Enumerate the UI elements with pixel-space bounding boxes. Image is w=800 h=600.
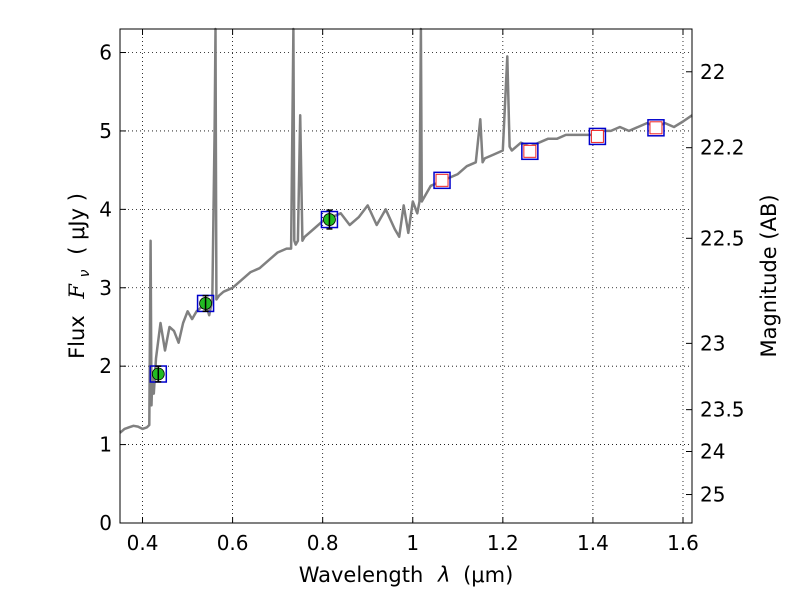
y-axis-label: Flux F ν ( μJy ) (65, 193, 94, 359)
x-axis-symbol: λ (437, 563, 450, 587)
upper-limit-box (591, 130, 603, 142)
y-axis-unit: ( μJy ) (65, 193, 89, 255)
y-tick-label: 2 (99, 354, 112, 378)
y-tick-label: 0 (99, 511, 112, 535)
y-tick-label: 5 (99, 119, 112, 143)
y-tick-label: 6 (99, 41, 112, 65)
upper-limit-box (650, 122, 662, 134)
y-tick-label: 3 (99, 276, 112, 300)
x-tick-label: 1.6 (667, 531, 699, 555)
right-tick-label: 23.5 (700, 398, 745, 422)
x-tick-label: 1.2 (487, 531, 519, 555)
right-tick-label: 22.5 (700, 226, 745, 250)
plot-frame (120, 29, 692, 523)
right-tick-label: 22 (700, 60, 725, 84)
right-tick-label: 23 (700, 331, 725, 355)
upper-limit-box (524, 145, 536, 157)
y-axis-symbol: F (65, 283, 89, 300)
upper-limit-box (436, 174, 448, 186)
grid-layer (120, 29, 692, 523)
series-layer (120, 29, 692, 433)
x-tick-label: 1 (406, 531, 419, 555)
y-tick-label: 4 (99, 197, 112, 221)
right-tick-label: 25 (700, 483, 725, 507)
x-tick-label: 0.6 (217, 531, 249, 555)
x-tick-label: 1.4 (577, 531, 609, 555)
x-axis-unit: (μm) (463, 563, 513, 587)
x-tick-label: 0.8 (307, 531, 339, 555)
right-axis-label: Magnitude (AB) (757, 194, 781, 357)
x-tick-label: 0.4 (127, 531, 159, 555)
spectrum-line (120, 29, 692, 433)
y-tick-label: 1 (99, 433, 112, 457)
points-layer (150, 120, 664, 382)
y-axis-label-text: Flux (65, 315, 89, 359)
y-axis-subscript: ν (77, 269, 93, 277)
right-tick-label: 22.2 (700, 136, 745, 160)
x-axis-label-text: Wavelength (299, 563, 424, 587)
x-axis-label: Wavelength λ (μm) (299, 563, 514, 587)
right-tick-label: 24 (700, 439, 725, 463)
sed-chart: 0.4 0.6 0.8 1 1.2 1.4 1.601234562222.222.52323… (0, 0, 800, 600)
